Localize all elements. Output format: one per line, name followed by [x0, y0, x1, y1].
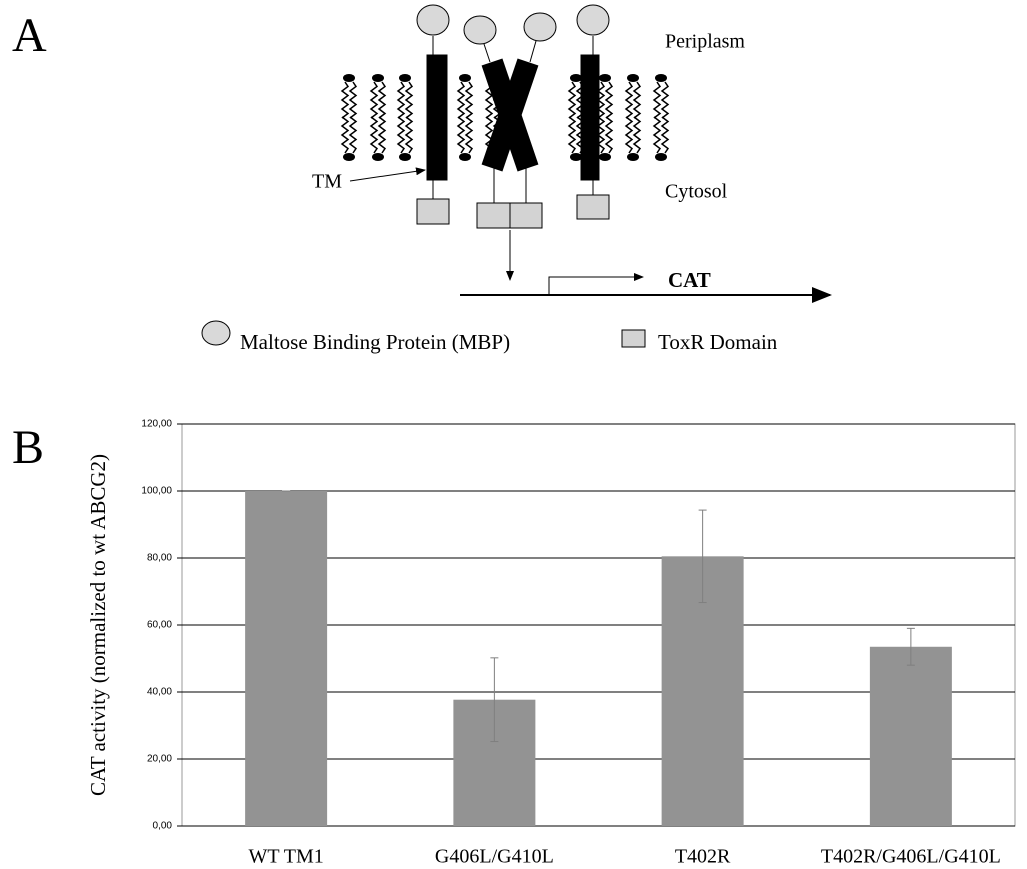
- lipid-tail: [632, 116, 642, 154]
- bar: [869, 646, 952, 826]
- error-bar: [906, 627, 915, 666]
- promoter: [548, 273, 644, 295]
- legend-toxr-icon: [621, 329, 646, 348]
- lipid-tail: [604, 116, 614, 154]
- lipid-tail: [604, 81, 614, 119]
- tm-label: TM: [312, 171, 342, 193]
- tm-arrow: [349, 167, 426, 182]
- lipid-tail: [624, 116, 634, 154]
- lipid-tail: [340, 81, 350, 119]
- panel-label: A: [12, 9, 47, 62]
- lipid-tail: [652, 116, 662, 154]
- y-axis-label: CAT activity (normalized to wt ABCG2): [86, 454, 110, 796]
- lipid-tail: [340, 116, 350, 154]
- lipid-tail: [660, 81, 670, 119]
- protein-monomer-left: [416, 4, 450, 225]
- lipid-head: [399, 153, 411, 161]
- panel-label: B: [12, 421, 44, 474]
- lipid-tail: [660, 116, 670, 154]
- lipid-head: [459, 153, 471, 161]
- y-tick-label: 80,00: [147, 553, 172, 564]
- lipid-tail: [464, 116, 474, 154]
- y-tick-label: 60,00: [147, 620, 172, 631]
- lipid-head: [627, 153, 639, 161]
- lipid-head: [655, 74, 667, 82]
- lipid-tail: [348, 81, 358, 119]
- lipid-head: [655, 153, 667, 161]
- lipid-tail: [377, 81, 387, 119]
- lipid-head: [343, 74, 355, 82]
- lipid-tail: [456, 81, 466, 119]
- lipid-tail: [632, 81, 642, 119]
- lipid-head: [599, 74, 611, 82]
- lipid-tail: [404, 116, 414, 154]
- membrane: [340, 74, 670, 161]
- x-tick-label: T402R: [675, 846, 731, 868]
- lipid-tail: [396, 116, 406, 154]
- lipid-tail: [348, 116, 358, 154]
- x-tick-label: G406L/G410L: [435, 846, 554, 868]
- error-bar: [698, 509, 707, 604]
- y-tick-label: 120,00: [141, 419, 172, 430]
- protein-dimer: [463, 12, 557, 281]
- bar-chart: 0,00 20,00 40,00 60,00 80,00 100,00 120,00 WT T…: [141, 419, 1016, 868]
- lipid-head: [372, 153, 384, 161]
- lipid-head: [343, 153, 355, 161]
- lipid-tail: [369, 116, 379, 154]
- lipid-tail: [464, 81, 474, 119]
- lipid-tail: [396, 81, 406, 119]
- bar: [245, 491, 328, 826]
- lipid-head: [459, 74, 471, 82]
- cytosol-label: Cytosol: [665, 181, 728, 203]
- error-bar: [490, 657, 499, 743]
- lipid-tail: [567, 81, 577, 119]
- lipid-head: [372, 74, 384, 82]
- periplasm-label: Periplasm: [665, 31, 745, 53]
- lipid-tail: [624, 81, 634, 119]
- lipid-head: [627, 74, 639, 82]
- lipid-tail: [652, 81, 662, 119]
- y-tick-label: 0,00: [153, 821, 173, 832]
- y-tick-label: 100,00: [141, 486, 172, 497]
- lipid-tail: [377, 116, 387, 154]
- lipid-head: [399, 74, 411, 82]
- lipid-tail: [567, 116, 577, 154]
- lipid-tail: [404, 81, 414, 119]
- legend-mbp: Maltose Binding Protein (MBP): [240, 330, 510, 354]
- lipid-tail: [456, 116, 466, 154]
- reporter-label: CAT: [668, 268, 711, 292]
- y-tick-label: 20,00: [147, 754, 172, 765]
- lipid-tail: [369, 81, 379, 119]
- lipid-head: [570, 74, 582, 82]
- x-tick-label: T402R/G406L/G410L: [821, 846, 1001, 868]
- lipid-head: [599, 153, 611, 161]
- protein-monomer-right: [576, 4, 610, 220]
- lipid-head: [570, 153, 582, 161]
- y-tick-label: 40,00: [147, 687, 172, 698]
- x-tick-label: WT TM1: [248, 846, 323, 868]
- legend-toxr: ToxR Domain: [658, 330, 778, 354]
- legend-mbp-icon: [201, 320, 231, 346]
